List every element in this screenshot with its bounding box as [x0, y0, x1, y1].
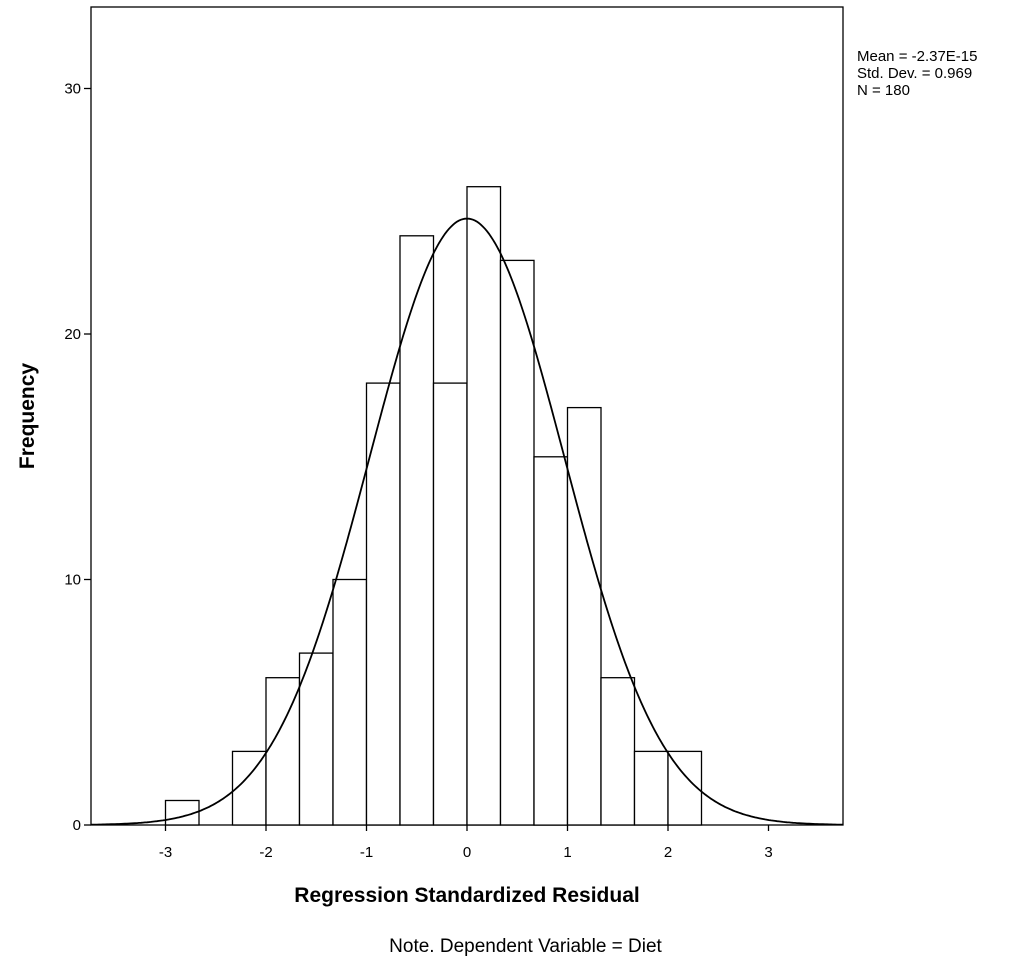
normal-curve — [91, 217, 843, 826]
histogram-bar — [332, 578, 368, 826]
y-tick-label: 0 — [73, 817, 81, 834]
x-tick-label: 3 — [764, 844, 772, 861]
histogram-bar — [298, 652, 334, 826]
y-tick-label: 20 — [64, 326, 81, 343]
histogram-bar — [499, 259, 535, 826]
histogram-bar — [667, 750, 703, 826]
histogram-bar — [231, 750, 267, 826]
histogram-bar — [533, 456, 569, 826]
y-tick-label: 10 — [64, 572, 81, 589]
statistics-legend: Mean = -2.37E-15 Std. Dev. = 0.969 N = 1… — [857, 48, 978, 99]
x-axis-title: Regression Standardized Residual — [294, 884, 639, 907]
histogram-bar — [600, 677, 636, 826]
x-tick-label: 1 — [563, 844, 571, 861]
histogram-bar — [365, 382, 401, 826]
x-tick-label: -1 — [360, 844, 373, 861]
x-tick-label: 2 — [664, 844, 672, 861]
y-axis-ticks: 0 10 20 30 — [64, 81, 91, 834]
stat-n: N = 180 — [857, 82, 910, 99]
stat-std-dev: Std. Dev. = 0.969 — [857, 65, 973, 82]
histogram-bar — [466, 186, 502, 826]
y-tick-label: 30 — [64, 81, 81, 98]
x-tick-label: 0 — [463, 844, 471, 861]
bars-group — [164, 186, 703, 826]
x-axis-ticks: -3 -2 -1 0 1 2 3 — [159, 825, 773, 861]
histogram-bar — [399, 235, 435, 826]
stat-mean: Mean = -2.37E-15 — [857, 48, 978, 65]
x-tick-label: -2 — [259, 844, 272, 861]
y-axis-title: Frequency — [16, 363, 39, 470]
x-tick-label: -3 — [159, 844, 172, 861]
histogram-bar — [432, 382, 468, 826]
chart-note: Note. Dependent Variable = Diet — [389, 936, 662, 957]
histogram-bar — [566, 406, 602, 826]
histogram-bar — [633, 750, 669, 826]
